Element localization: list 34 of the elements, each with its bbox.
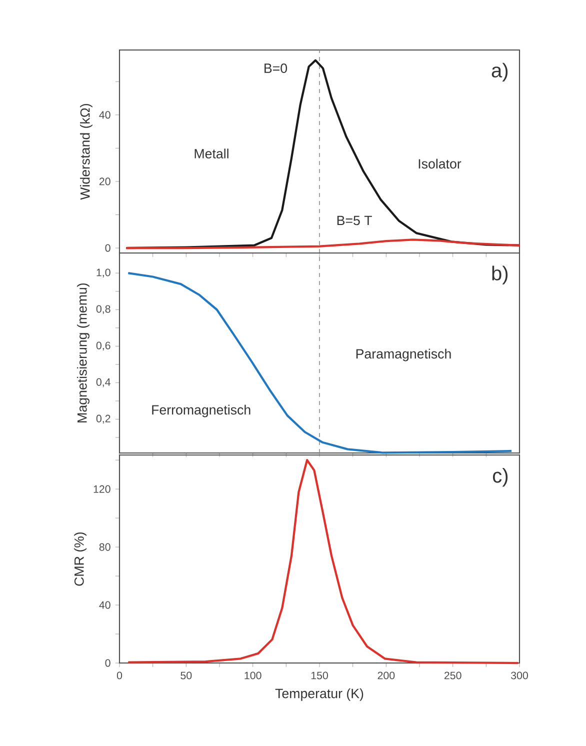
annotation: Ferromagnetisch [152, 404, 250, 418]
y-axis-title: CMR (%) [74, 532, 86, 586]
annotation: Metall [194, 148, 228, 158]
x-tick-label: 100 [244, 672, 262, 680]
line-series [127, 459, 520, 664]
y-tick-label: 0,8 [96, 305, 110, 314]
x-axis-title: Temperatur (K) [275, 688, 364, 701]
y-tick-label: 0,4 [96, 378, 110, 388]
y-tick-label: 0 [105, 244, 110, 252]
y-tick-label: 80 [99, 543, 110, 551]
x-tick-label: 150 [311, 672, 328, 680]
y-tick-label: 20 [99, 178, 110, 186]
y-tick-label: 1,0 [96, 268, 110, 278]
x-tick-label: 200 [378, 672, 395, 680]
x-tick-label: 0 [116, 672, 122, 680]
annotation: B=0 [264, 64, 288, 73]
annotation: Isolator [418, 158, 462, 169]
y-tick-label: 40 [99, 601, 110, 609]
line-series [125, 238, 521, 250]
y-tick-label: 0,6 [96, 342, 110, 351]
y-tick-label: 0,2 [96, 414, 110, 424]
y-tick-label: 0 [105, 659, 110, 667]
text: a) [492, 62, 508, 82]
annotation: B=5 T [337, 216, 372, 226]
y-axis-title: Magnetisierung (memu) [77, 283, 90, 422]
y-tick-label: 40 [99, 111, 110, 119]
y-tick-label: 120 [94, 485, 110, 493]
x-tick-label: 300 [510, 672, 528, 680]
y-axis-title: Widerstand (kΩ) [80, 104, 92, 200]
x-tick-label: 250 [444, 672, 462, 680]
text: b) [492, 266, 508, 284]
annotation: Paramagnetisch [356, 348, 451, 362]
text: c) [492, 468, 508, 487]
x-tick-label: 50 [180, 672, 192, 680]
